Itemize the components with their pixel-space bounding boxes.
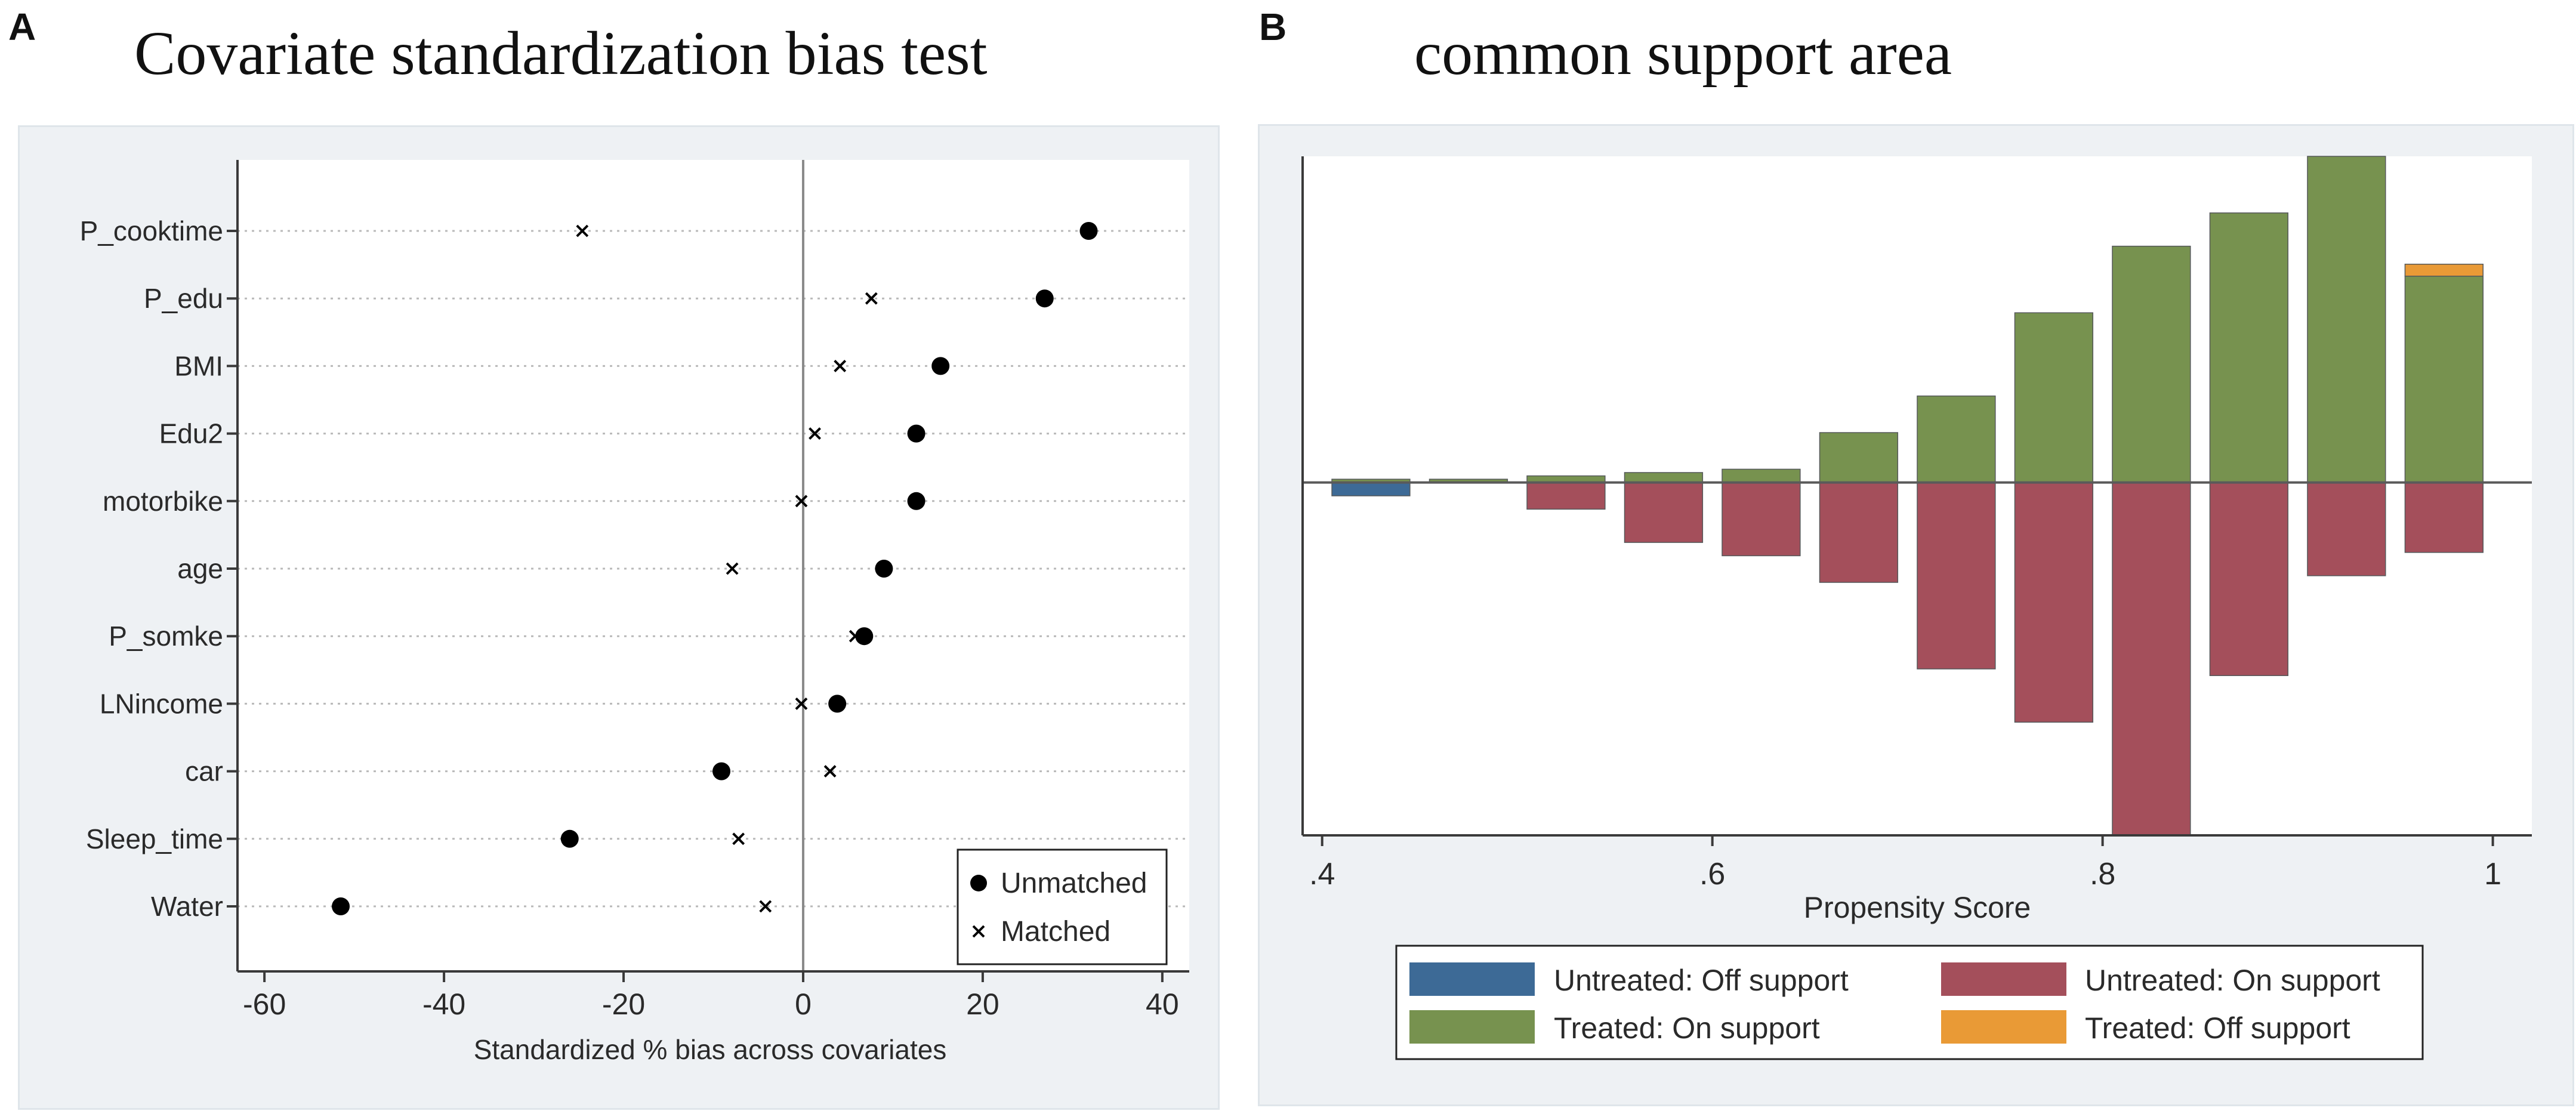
- bar-untreated-on-support-0p525: [1526, 482, 1606, 510]
- category-label-water: Water: [151, 891, 223, 922]
- x-tick-label-60: -60: [243, 988, 286, 1021]
- panel-a-letter: A: [8, 5, 36, 48]
- bar-untreated-off-support-0p425: [1331, 482, 1411, 496]
- point-unmatched-p-somke: [855, 627, 874, 646]
- x-tick-label-20: -20: [602, 988, 645, 1021]
- point-matched-water: [759, 900, 772, 913]
- category-label-lnincome: LNincome: [100, 688, 223, 719]
- point-unmatched-p-cooktime: [1079, 222, 1098, 240]
- legend-untreated-on-label: Untreated: On support: [2085, 964, 2380, 997]
- point-matched-lnincome: [795, 697, 808, 710]
- panel-a-plot-area: [237, 160, 1189, 971]
- point-unmatched-bmi: [931, 357, 950, 375]
- x-tick-label-40: -40: [422, 988, 465, 1021]
- category-label-edu2: Edu2: [159, 418, 223, 449]
- panel-b-title: common support area: [1414, 19, 1952, 88]
- panel-b-letter: B: [1259, 5, 1287, 48]
- legend-treated-off-swatch: [1941, 1010, 2066, 1044]
- point-unmatched-age: [875, 560, 893, 578]
- point-matched-age: [726, 562, 739, 575]
- point-matched-p-cooktime: [576, 224, 589, 237]
- legend-treated-off-label: Treated: Off support: [2085, 1011, 2350, 1045]
- panel-a-legend: Unmatched Matched: [957, 848, 1168, 965]
- panel-b-legend-box: [1395, 945, 2424, 1060]
- point-unmatched-car: [712, 762, 731, 780]
- category-label-p-cooktime: P_cooktime: [80, 215, 223, 246]
- panel-a-x-ticks: -60 -40 -20 0 20 40: [243, 971, 1179, 1021]
- legend-unmatched-label: Unmatched: [1001, 868, 1147, 899]
- b-x-tick-label-1: 1: [2484, 857, 2501, 891]
- point-unmatched-sleep-time: [560, 829, 579, 848]
- panel-a-x-axis-label: Standardized % bias across covariates: [474, 1034, 947, 1065]
- category-label-sleep-time: Sleep_time: [86, 823, 223, 854]
- bar-untreated-on-support-0p725: [1917, 482, 1996, 669]
- bar-untreated-on-support-0p775: [2014, 482, 2094, 723]
- category-label-car: car: [185, 756, 223, 787]
- series-unmatched: [332, 222, 1098, 915]
- category-label-bmi: BMI: [174, 350, 223, 381]
- bar-treated-on-support-0p875: [2209, 212, 2289, 483]
- point-unmatched-motorbike: [907, 492, 925, 510]
- panel-b-x-ticks: .4 .6 .8 1: [1309, 835, 2501, 891]
- panel-b-plot: .4 .6 .8 1 Propensity Score Untreated: Off …: [1301, 156, 2532, 1060]
- panel-b-x-axis-label: Propensity Score: [1804, 891, 2031, 924]
- bar-treated-off-support-0p975: [2404, 263, 2484, 277]
- bar-untreated-on-support-0p925: [2307, 482, 2386, 576]
- b-x-tick-label-6: .6: [1699, 857, 1725, 891]
- legend-unmatched-marker: [970, 875, 987, 891]
- legend-matched-label: Matched: [1001, 916, 1110, 948]
- point-unmatched-edu2: [907, 424, 925, 443]
- legend-untreated-on-swatch: [1941, 962, 2066, 996]
- point-matched-motorbike: [795, 495, 808, 508]
- bar-untreated-on-support-0p625: [1722, 482, 1801, 557]
- bar-treated-on-support-0p775: [2014, 312, 2094, 483]
- legend-treated-on-swatch: [1409, 1010, 1535, 1044]
- bar-treated-on-support-0p725: [1917, 395, 1996, 483]
- bar-treated-on-support-0p825: [2112, 245, 2191, 483]
- point-matched-sleep-time: [732, 832, 745, 845]
- bar-treated-on-support-0p625: [1722, 468, 1801, 483]
- point-unmatched-p-edu: [1035, 289, 1054, 308]
- point-unmatched-water: [332, 897, 350, 915]
- bar-untreated-on-support-0p875: [2209, 482, 2289, 676]
- category-label-motorbike: motorbike: [103, 486, 223, 517]
- bar-treated-on-support-0p575: [1624, 472, 1704, 483]
- point-matched-p-edu: [865, 292, 878, 305]
- legend-treated-on-label: Treated: On support: [1554, 1011, 1820, 1045]
- bar-treated-on-support-0p925: [2307, 156, 2386, 483]
- bar-untreated-on-support-0p675: [1819, 482, 1899, 583]
- x-tick-label-0: 0: [795, 988, 812, 1021]
- point-matched-p-somke: [849, 629, 862, 643]
- bar-untreated-on-support-0p825: [2112, 482, 2191, 836]
- category-label-p-somke: P_somke: [109, 621, 223, 652]
- b-x-tick-label-4: .4: [1309, 857, 1335, 891]
- point-matched-edu2: [809, 427, 821, 440]
- panel-a-gridlines: [237, 230, 1189, 908]
- bar-treated-on-support-0p975: [2404, 276, 2484, 483]
- point-matched-bmi: [834, 359, 847, 372]
- panel-b-bars: [1331, 156, 2484, 836]
- panel-a-legend-box: [957, 848, 1168, 965]
- bar-untreated-on-support-0p975: [2404, 482, 2484, 553]
- bar-untreated-on-support-0p575: [1624, 482, 1704, 543]
- b-x-tick-label-8: .8: [2090, 857, 2115, 891]
- category-label-p-edu: P_edu: [144, 283, 223, 314]
- x-tick-label-20: 20: [966, 988, 999, 1021]
- panel-a-plot: P_cooktime P_edu BMI Edu2 motorbike age P_somk…: [80, 160, 1189, 1065]
- x-tick-label-40: 40: [1146, 988, 1179, 1021]
- point-unmatched-lnincome: [828, 695, 847, 713]
- panel-b-legend: Untreated: Off support Untreated: On sup…: [1395, 945, 2424, 1060]
- legend-matched-marker: [972, 925, 985, 938]
- bar-treated-on-support-0p675: [1819, 432, 1899, 483]
- legend-untreated-off-swatch: [1409, 962, 1535, 996]
- panel-a-title: Covariate standardization bias test: [134, 19, 988, 88]
- category-label-age: age: [177, 553, 223, 584]
- point-matched-car: [823, 765, 837, 778]
- legend-untreated-off-label: Untreated: Off support: [1554, 964, 1849, 997]
- panel-a-category-labels: P_cooktime P_edu BMI Edu2 motorbike age P_somk…: [80, 215, 237, 922]
- series-matched: [576, 224, 878, 913]
